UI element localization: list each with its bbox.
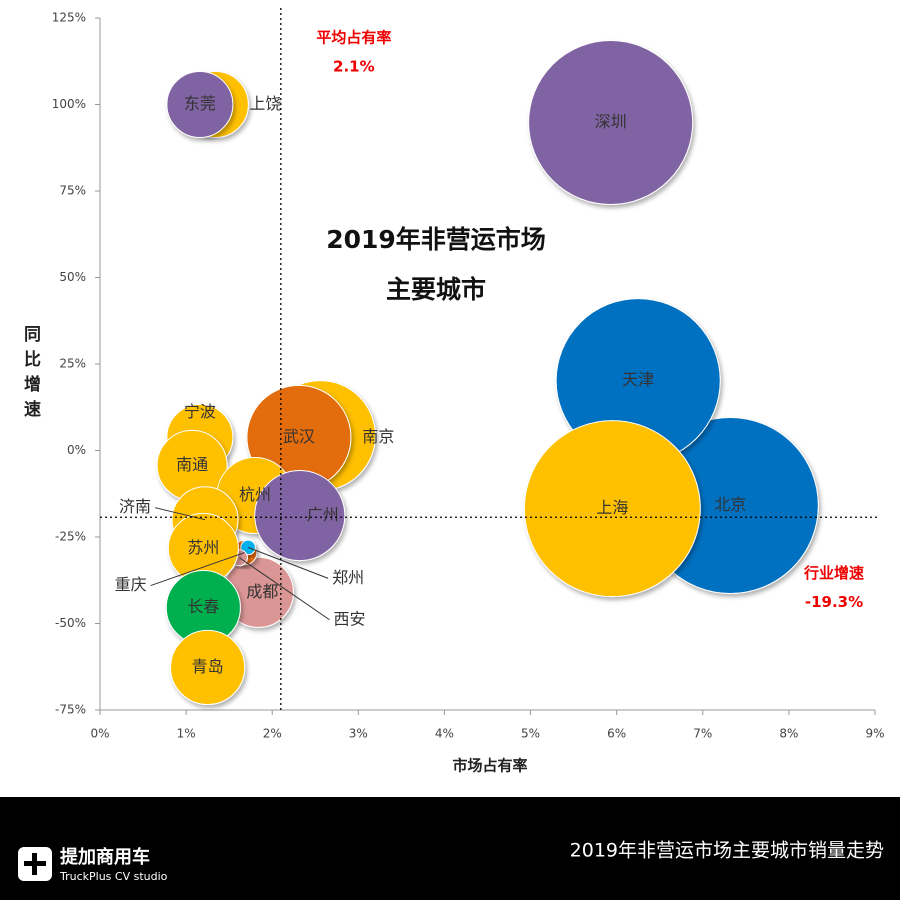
city-label: 青岛 (192, 657, 224, 676)
city-label: 宁波 (184, 402, 216, 421)
plot: 0% 1% 2% 3% 4% 5% 6% 7% 8% 9% -75% -50% -25% 0% 25% 50%… (20, 8, 885, 741)
y-tick-label: -75% (55, 703, 86, 717)
y-tick-label: 0% (67, 443, 86, 457)
chart-title: 主要城市 (386, 275, 486, 304)
x-axis-label: 市场占有率 (452, 757, 527, 775)
footer-band (0, 797, 900, 900)
x-tick-label: 7% (693, 727, 712, 741)
bubble (254, 470, 346, 562)
x-tick-label: 9% (865, 727, 884, 741)
leader-line (247, 546, 329, 579)
city-label: 西安 (333, 609, 365, 628)
city-label: 济南 (119, 497, 151, 516)
footer-caption: 2019年非营运市场主要城市销量走势 (570, 840, 884, 862)
y-tick-label: 125% (52, 11, 86, 25)
x-tick-label: 5% (521, 727, 540, 741)
city-label: 北京 (714, 495, 746, 514)
city-label: 上海 (596, 498, 628, 517)
leader-line (150, 552, 245, 587)
x-tick-label: 3% (349, 727, 368, 741)
x-tick-label: 2% (263, 727, 282, 741)
y-tick-label: 50% (59, 270, 86, 284)
brand-sub: TruckPlus CV studio (59, 870, 168, 883)
bubble (170, 629, 246, 705)
industry-value: -19.3% (805, 593, 863, 611)
y-tick-label: 100% (52, 97, 86, 111)
chart-title: 2019年非营运市场 (326, 225, 546, 254)
city-label: 苏州 (187, 538, 219, 557)
city-label: 南京 (362, 427, 394, 446)
x-tick-label: 0% (90, 727, 109, 741)
city-label: 东莞 (184, 94, 216, 113)
y-tick-label: -50% (55, 616, 86, 630)
leader-line (239, 557, 330, 621)
city-label: 成都 (246, 582, 278, 601)
y-tick-label: 75% (59, 184, 86, 198)
city-label: 重庆 (115, 575, 147, 594)
x-tick-label: 8% (779, 727, 798, 741)
x-tick-label: 6% (607, 727, 626, 741)
industry-label: 行业增速 (803, 564, 864, 582)
brand: 提加商用车 (60, 846, 150, 868)
average-value: 2.1% (333, 58, 375, 76)
city-label: 郑州 (332, 568, 364, 587)
city-label: 长春 (187, 597, 219, 616)
x-tick-label: 1% (177, 727, 196, 741)
bubble (523, 420, 701, 598)
bubble (528, 39, 694, 206)
city-label: 上饶 (249, 94, 281, 113)
y-axis-label: 同比增速 (20, 325, 41, 425)
logo (18, 847, 52, 881)
city-label: 南通 (176, 455, 208, 474)
city-label: 天津 (622, 370, 654, 389)
bubble (166, 71, 234, 138)
y-tick-label: 25% (59, 357, 86, 371)
average-label: 平均占有率 (316, 29, 391, 47)
city-label: 武汉 (283, 427, 315, 446)
x-tick-label: 4% (435, 727, 454, 741)
city-label: 杭州 (239, 485, 271, 504)
y-tick-label: -25% (55, 530, 86, 544)
city-label: 广州 (307, 505, 339, 524)
city-label: 深圳 (595, 112, 627, 131)
